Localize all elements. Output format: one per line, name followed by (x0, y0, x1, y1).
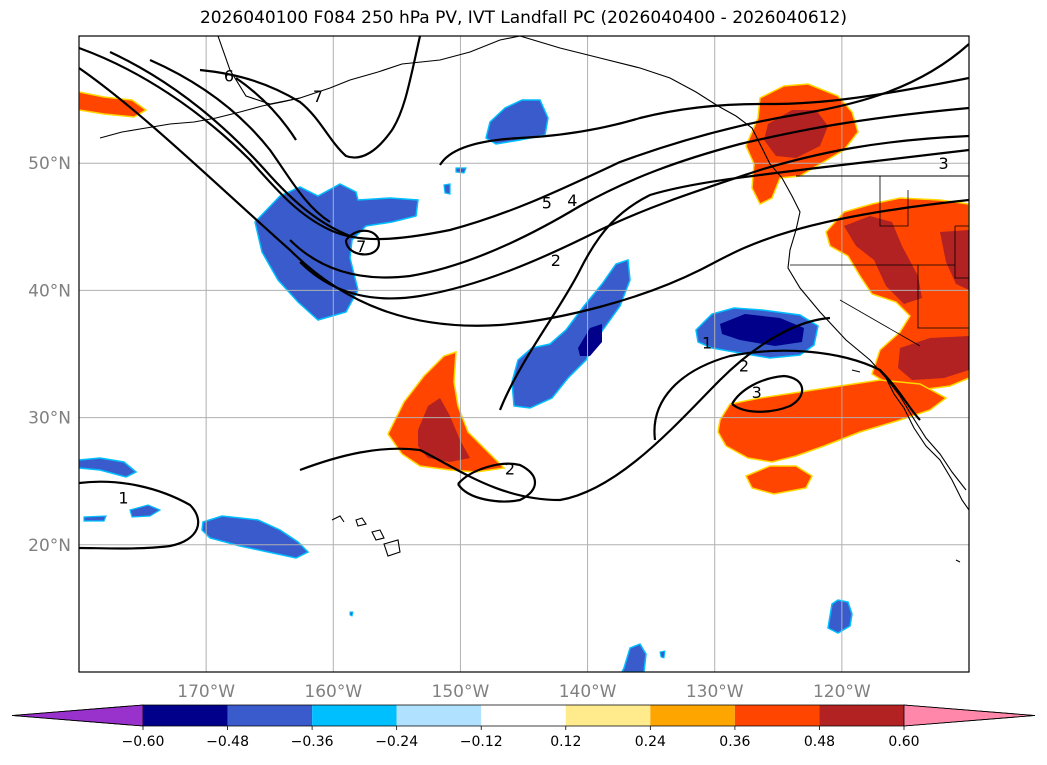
colorbar-segment (227, 705, 313, 726)
colorbar-tick-label: 0.60 (888, 734, 919, 750)
colorbar-tick-label: 0.36 (719, 734, 750, 750)
lat-tick-label: 30°N (28, 409, 71, 429)
contour-2-east (653, 349, 921, 441)
lon-tick-label: 170°W (177, 682, 235, 702)
hawaii-islands (331, 515, 401, 557)
colorbar-tick-label: −0.48 (206, 734, 249, 750)
blue-blob-central (511, 258, 631, 409)
lon-tick-label: 130°W (686, 682, 744, 702)
colorbar: −0.60 −0.48 −0.36 −0.24 −0.12 0.12 0.24 0.36 0.4… (11, 704, 1036, 750)
contour-label: 2 (551, 251, 561, 270)
red-core-east-1 (844, 216, 922, 304)
colorbar-segment (565, 705, 651, 726)
blue-blob-west (254, 183, 419, 321)
colorbar-segment (819, 705, 904, 726)
blue-dot-4 (129, 504, 162, 518)
contour-label: 4 (567, 191, 577, 210)
alaska-panhandle (519, 36, 783, 179)
contour-label: 3 (938, 154, 948, 173)
lat-tick-label: 40°N (28, 281, 71, 301)
red-core-central (418, 398, 470, 462)
colorbar-segment (143, 705, 228, 726)
contour-3-loop (731, 374, 804, 413)
colorbar-tick-label: −0.36 (291, 734, 334, 750)
contour-label: 2 (505, 459, 515, 478)
dark-blue-central (578, 324, 602, 356)
contour-label: 5 (542, 194, 552, 213)
colorbar-tick-label: −0.60 (122, 734, 165, 750)
blue-blob-south (621, 643, 647, 672)
contour-label: 7 (356, 237, 366, 256)
red-core-east-2 (940, 230, 969, 290)
red-core-east-3 (898, 336, 969, 380)
contour-4 (299, 134, 969, 300)
colorbar-tick-label: 0.24 (635, 734, 666, 750)
blue-dot-3 (83, 515, 107, 522)
alaska-coast (217, 36, 521, 105)
lon-tick-label: 120°W (813, 682, 871, 702)
lon-tick-label: 140°W (559, 682, 617, 702)
colorbar-tick-label: 0.48 (804, 734, 835, 750)
colorbar-tick-label: 0.12 (550, 734, 581, 750)
contour-7-loop (344, 229, 380, 256)
contour-1-west (79, 480, 200, 550)
pv-contours (79, 36, 969, 550)
dark-blue-east (720, 314, 804, 346)
blue-dot-1 (455, 167, 467, 174)
contour-7-north (199, 36, 422, 159)
contour-label: 1 (118, 489, 128, 508)
contour-6 (79, 43, 969, 241)
map-title: 2026040100 F084 250 hPa PV, IVT Landfall… (199, 8, 847, 28)
colorbar-extend-min (11, 704, 144, 727)
contour-5 (289, 106, 969, 279)
colorbar-segment (481, 705, 566, 726)
contour-3-north (439, 76, 969, 166)
blue-dot-2 (443, 183, 451, 195)
colorbar-extend-max (903, 704, 1036, 727)
contour-label: 7 (313, 87, 323, 106)
lon-tick-label: 160°W (304, 682, 362, 702)
colorbar-tick-label: −0.12 (460, 734, 503, 750)
axis-labels: 170°W 160°W 150°W 140°W 130°W 120°W 50°N 40°N 30… (28, 154, 871, 702)
contour-label: 1 (702, 334, 712, 353)
colorbar-segment (734, 705, 820, 726)
negative-pv-shading (79, 99, 853, 672)
contour-label: 2 (739, 356, 749, 375)
positive-pv-shading (79, 83, 969, 495)
lat-tick-label: 50°N (28, 154, 71, 174)
blue-blob-south-east (827, 599, 853, 634)
red-core-north (764, 110, 828, 158)
contour-2-loop (498, 148, 969, 411)
blue-blob-hawaii-east (201, 515, 310, 559)
contour-1-east (79, 67, 969, 327)
colorbar-segment (650, 705, 735, 726)
orange-blob-northwest (79, 91, 148, 118)
colorbar-segment (312, 705, 397, 726)
contour-label: 3 (752, 383, 762, 402)
baja-coast (885, 377, 967, 491)
blue-dot-5 (349, 611, 354, 617)
orange-blob-southeast-lobe (744, 465, 813, 495)
contour-8 (149, 58, 331, 223)
blue-blob-far-west (79, 457, 138, 478)
lon-tick-label: 150°W (432, 682, 490, 702)
colorbar-tick-label: −0.24 (375, 734, 418, 750)
colorbar-segment (396, 705, 482, 726)
us-states (790, 176, 969, 347)
map-frame (78, 35, 970, 673)
contour-6b (109, 51, 351, 238)
lat-tick-label: 20°N (28, 536, 71, 556)
blue-dot-6 (659, 650, 666, 659)
contour-2-south (457, 462, 537, 503)
contour-label: 6 (224, 66, 234, 85)
